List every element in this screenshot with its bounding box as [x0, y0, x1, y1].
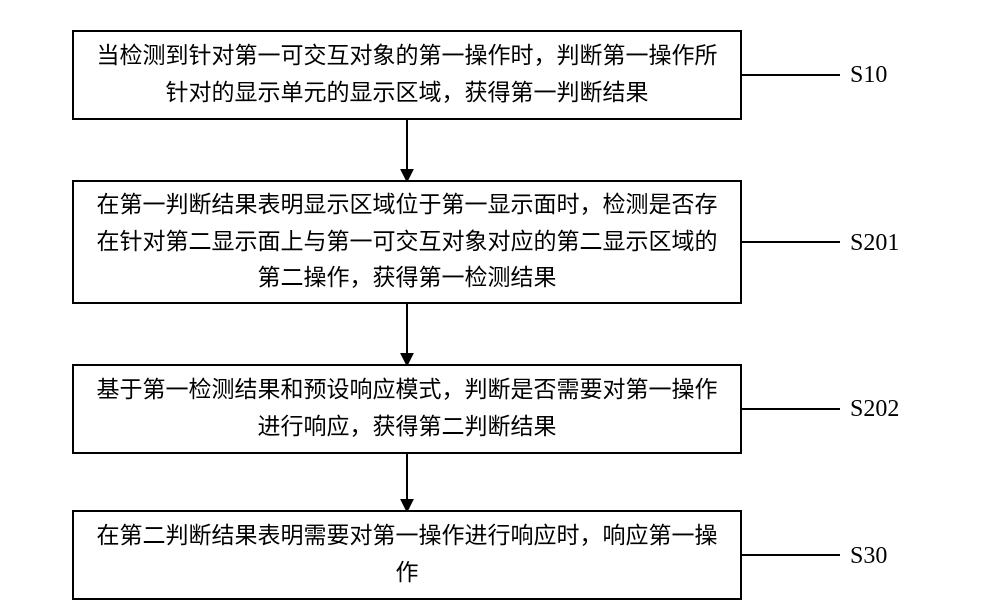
flow-node-n4: 在第二判断结果表明需要对第一操作进行响应时，响应第一操作: [72, 510, 742, 600]
step-label-S202: S202: [850, 396, 899, 423]
flow-node-text: 当检测到针对第一可交互对象的第一操作时，判断第一操作所针对的显示单元的显示区域，…: [92, 38, 722, 112]
flowchart-canvas: 当检测到针对第一可交互对象的第一操作时，判断第一操作所针对的显示单元的显示区域，…: [0, 0, 1000, 612]
flow-node-n3: 基于第一检测结果和预设响应模式，判断是否需要对第一操作进行响应，获得第二判断结果: [72, 364, 742, 454]
flow-node-n2: 在第一判断结果表明显示区域位于第一显示面时，检测是否存在针对第二显示面上与第一可…: [72, 180, 742, 304]
step-label-S30: S30: [850, 543, 887, 570]
flow-node-n1: 当检测到针对第一可交互对象的第一操作时，判断第一操作所针对的显示单元的显示区域，…: [72, 30, 742, 120]
flow-node-text: 在第一判断结果表明显示区域位于第一显示面时，检测是否存在针对第二显示面上与第一可…: [92, 187, 722, 297]
flow-node-text: 在第二判断结果表明需要对第一操作进行响应时，响应第一操作: [92, 518, 722, 592]
flow-node-text: 基于第一检测结果和预设响应模式，判断是否需要对第一操作进行响应，获得第二判断结果: [92, 372, 722, 446]
step-label-S201: S201: [850, 230, 899, 257]
step-label-S10: S10: [850, 62, 887, 89]
